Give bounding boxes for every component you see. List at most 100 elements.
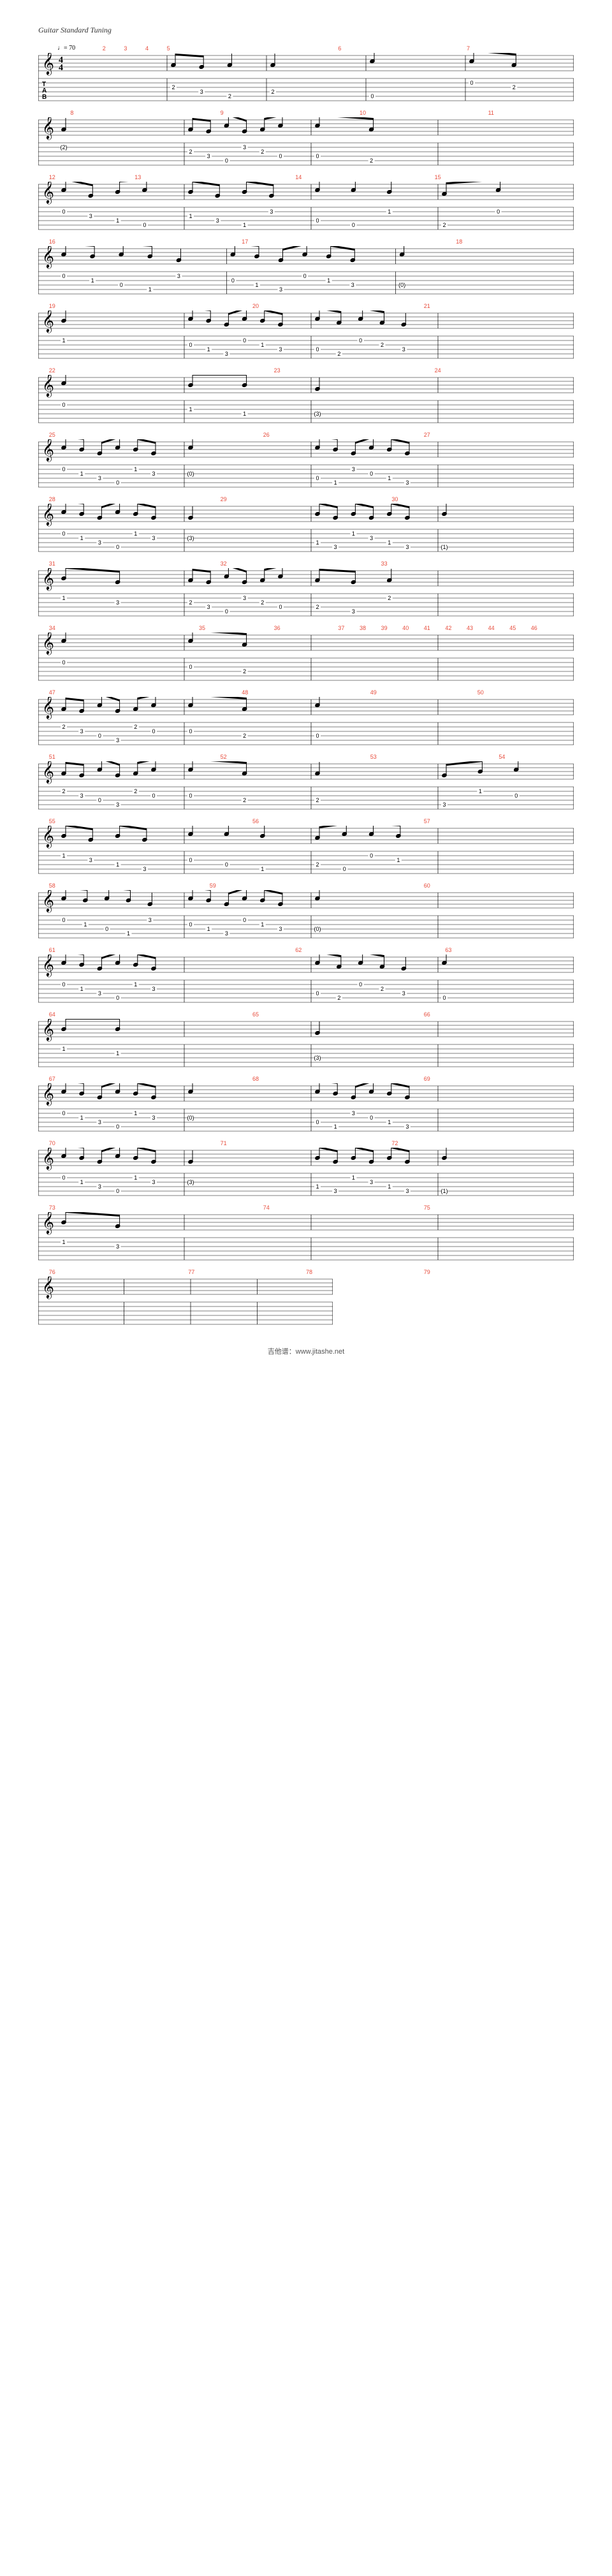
measure-number: 40 (402, 625, 409, 631)
svg-text:3: 3 (352, 466, 355, 472)
svg-text:0: 0 (316, 153, 319, 159)
svg-text:3: 3 (402, 346, 405, 353)
svg-text:3: 3 (177, 273, 180, 279)
svg-text:3: 3 (98, 1183, 101, 1190)
svg-text:𝄞: 𝄞 (42, 504, 54, 526)
measure-number: 48 (242, 689, 248, 696)
svg-text:1: 1 (243, 222, 246, 228)
svg-text:1: 1 (261, 921, 264, 928)
svg-text:0: 0 (62, 1175, 65, 1181)
svg-text:𝄞: 𝄞 (42, 311, 54, 333)
measure-markers: 313233 (38, 560, 574, 568)
svg-text:1: 1 (316, 1183, 319, 1190)
svg-text:1: 1 (80, 471, 84, 477)
measure-markers: 585960 (38, 882, 574, 890)
svg-text:2: 2 (228, 93, 231, 99)
svg-text:0: 0 (62, 917, 65, 923)
svg-text:2: 2 (337, 351, 340, 357)
svg-text:3: 3 (216, 217, 219, 224)
svg-text:2: 2 (243, 797, 246, 803)
staff-system: 𝄞13130012001 (38, 826, 574, 876)
svg-text:3: 3 (402, 990, 405, 997)
svg-text:3: 3 (152, 1179, 155, 1185)
svg-text:1: 1 (207, 346, 210, 353)
svg-text:1: 1 (62, 853, 65, 859)
music-system: 51525354𝄞230320022310 (38, 761, 574, 812)
staff-system: 𝄞(2)23032002 (38, 117, 574, 168)
svg-text:𝄞: 𝄞 (42, 761, 54, 784)
measure-number: 27 (424, 432, 430, 438)
svg-text:2: 2 (243, 668, 246, 675)
staff-system: 𝄞13230320232 (38, 568, 574, 618)
svg-text:𝄞: 𝄞 (42, 697, 54, 719)
svg-text:1: 1 (62, 1046, 65, 1052)
svg-text:0: 0 (62, 981, 65, 988)
svg-text:𝄞: 𝄞 (42, 568, 54, 590)
svg-text:0: 0 (316, 475, 319, 481)
staff-system: 𝄞013013(3)131313(1) (38, 1148, 574, 1198)
measure-number: 71 (221, 1140, 227, 1146)
music-system: 76777879𝄞 (38, 1277, 574, 1327)
svg-text:3: 3 (98, 990, 101, 997)
svg-text:0: 0 (116, 544, 119, 550)
measure-number: 36 (274, 625, 280, 631)
svg-text:0: 0 (116, 479, 119, 486)
music-system: 891011𝄞(2)23032002 (38, 117, 574, 168)
measure-number: 53 (370, 754, 377, 760)
measure-number: 54 (499, 754, 505, 760)
measure-number: 79 (424, 1269, 430, 1275)
measure-number: 46 (531, 625, 537, 631)
measure-number: 57 (424, 818, 430, 824)
svg-text:0: 0 (316, 990, 319, 997)
svg-text:0: 0 (62, 1110, 65, 1116)
staff-system: 𝄞01013013013(0) (38, 890, 574, 940)
measure-number: 76 (49, 1269, 55, 1275)
measure-number: 3 (124, 45, 127, 52)
staff-system: 𝄞013013(3)131313(1) (38, 504, 574, 554)
svg-text:𝄞: 𝄞 (42, 117, 54, 140)
measure-number: 61 (49, 947, 55, 953)
measure-number: 67 (49, 1076, 55, 1082)
measure-number: 56 (252, 818, 259, 824)
measure-number: 77 (188, 1269, 194, 1275)
svg-text:3: 3 (405, 1123, 409, 1130)
music-system: 707172𝄞013013(3)131313(1) (38, 1148, 574, 1198)
svg-text:0: 0 (316, 733, 319, 739)
svg-text:2: 2 (134, 788, 137, 794)
svg-text:1: 1 (243, 411, 246, 417)
staff-system: 𝄞 (38, 1277, 333, 1327)
svg-text:1: 1 (91, 277, 94, 284)
measure-number: 64 (49, 1011, 55, 1018)
svg-text:0: 0 (316, 1119, 319, 1125)
measure-number: 63 (445, 947, 451, 953)
measure-number: 19 (49, 303, 55, 309)
measure-number: 38 (360, 625, 366, 631)
measure-markers: 12131415 (38, 174, 574, 182)
svg-text:0: 0 (98, 733, 101, 739)
svg-text:2: 2 (271, 89, 274, 95)
svg-text:0: 0 (189, 342, 192, 348)
svg-text:1: 1 (62, 595, 65, 601)
svg-text:3: 3 (279, 926, 282, 932)
measure-number: 35 (199, 625, 205, 631)
svg-text:1: 1 (84, 921, 87, 928)
svg-text:3: 3 (243, 595, 246, 601)
svg-text:1: 1 (352, 1175, 355, 1181)
svg-text:0: 0 (470, 80, 473, 86)
svg-text:3: 3 (270, 209, 273, 215)
svg-text:3: 3 (89, 213, 92, 219)
svg-text:3: 3 (89, 857, 92, 863)
svg-text:(3): (3) (187, 535, 194, 541)
svg-text:0: 0 (189, 857, 192, 863)
measure-number: 34 (49, 625, 55, 631)
svg-text:1: 1 (80, 986, 84, 992)
svg-text:3: 3 (98, 539, 101, 546)
music-system: 555657𝄞13130012001 (38, 826, 574, 876)
svg-text:3: 3 (334, 1188, 337, 1194)
svg-text:3: 3 (352, 1110, 355, 1116)
music-system: 47484950𝄞230320020 (38, 697, 574, 747)
svg-text:3: 3 (152, 471, 155, 477)
svg-text:0: 0 (303, 273, 307, 279)
measure-number: 25 (49, 432, 55, 438)
svg-text:3: 3 (370, 535, 373, 541)
